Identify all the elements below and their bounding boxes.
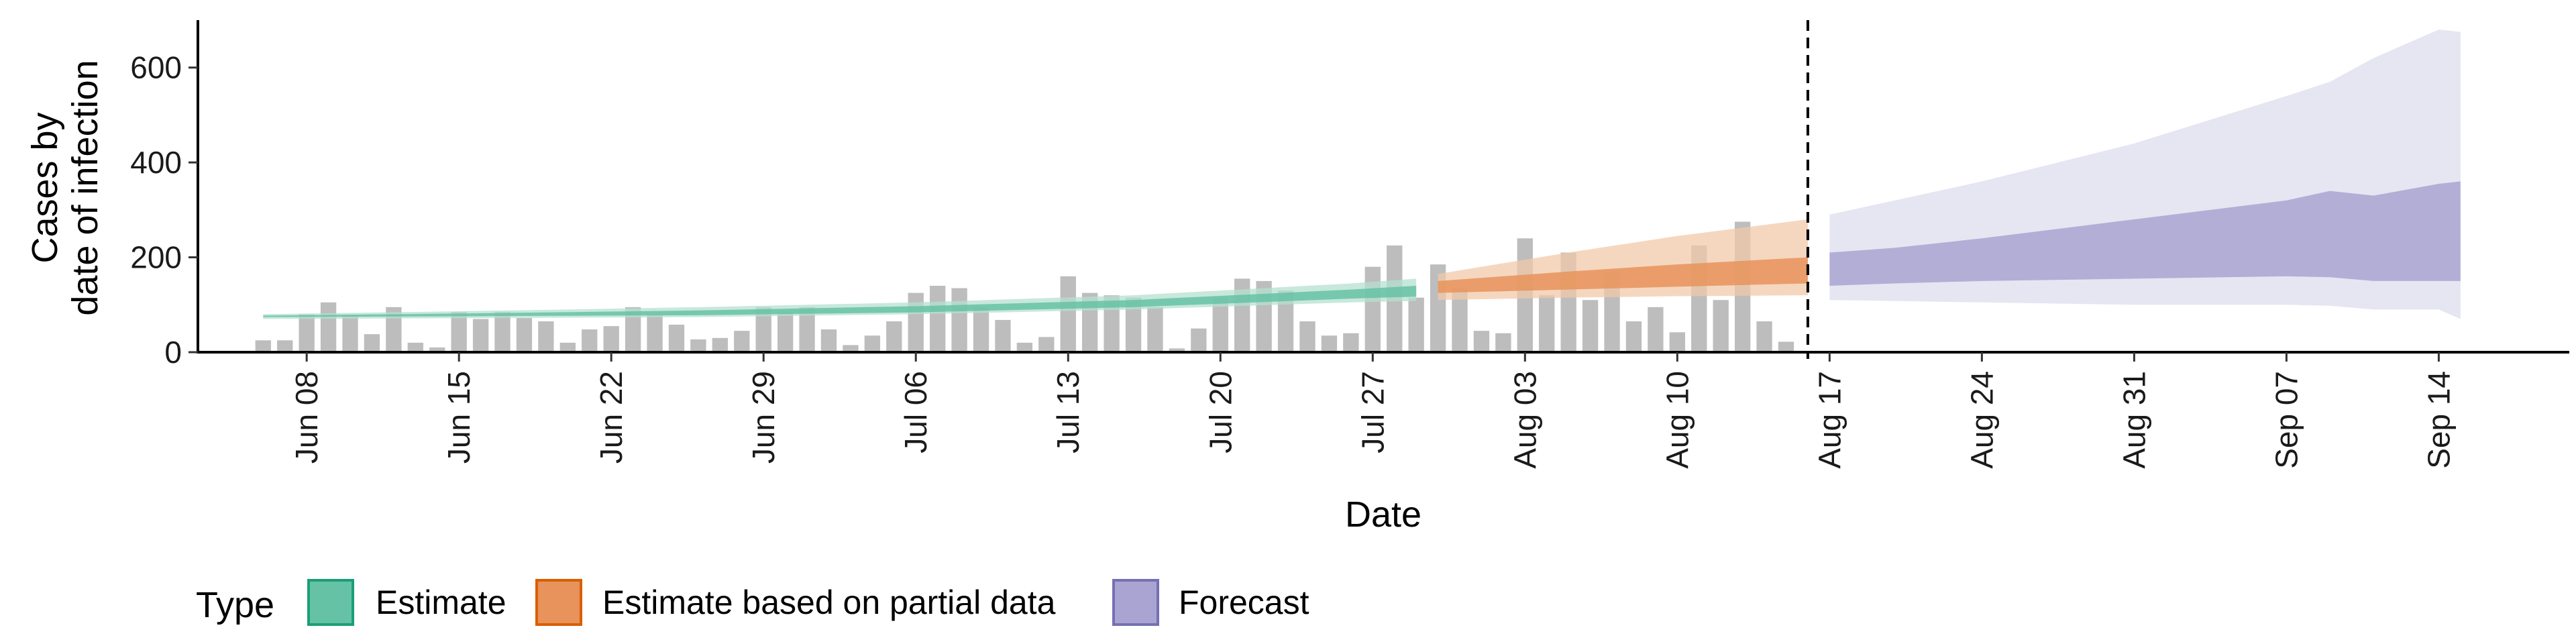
bar xyxy=(1038,337,1055,352)
estimate-outer-band xyxy=(263,278,1417,319)
bar xyxy=(929,286,946,352)
partial-inner-band xyxy=(1438,257,1808,293)
legend-label-0: Estimate xyxy=(376,584,506,621)
axes: 0 200 400 600 Jun 08 Jun 15 Jun 22 Jun 29 Jul 06… xyxy=(130,20,2569,469)
y-tick-label: 0 xyxy=(164,335,182,370)
bar xyxy=(255,340,271,352)
bar xyxy=(1495,333,1511,352)
bar xyxy=(1648,307,1664,352)
bar xyxy=(734,331,750,352)
bar xyxy=(1060,276,1076,352)
bar xyxy=(647,314,663,352)
bar xyxy=(1125,297,1142,352)
bar xyxy=(603,326,619,352)
x-tick-label: Aug 10 xyxy=(1660,371,1695,469)
x-tick-label: Jul 06 xyxy=(898,371,933,453)
bar xyxy=(1452,288,1468,352)
bar xyxy=(1147,307,1163,352)
bar xyxy=(668,324,685,352)
x-tick-label: Jul 20 xyxy=(1203,371,1238,453)
x-tick-label: Jun 15 xyxy=(441,371,476,464)
bar xyxy=(1343,333,1359,352)
bar xyxy=(364,334,380,352)
bar xyxy=(582,329,598,352)
bar xyxy=(472,319,489,352)
bar xyxy=(951,288,967,352)
x-tick-label: Sep 07 xyxy=(2269,371,2304,469)
y-axis-title: Cases by date of infection xyxy=(25,60,105,315)
bar xyxy=(777,311,794,352)
legend: Type Estimate Estimate based on partial d… xyxy=(196,579,1309,626)
bar xyxy=(1277,290,1294,352)
legend-swatch-0 xyxy=(307,579,354,626)
bar xyxy=(1364,266,1381,352)
bar xyxy=(886,321,902,352)
forecast-inner-band xyxy=(1829,181,2461,286)
bar xyxy=(1582,300,1599,352)
legend-label-1: Estimate based on partial data xyxy=(602,584,1056,621)
estimate-inner-band xyxy=(263,286,1417,317)
bar xyxy=(1473,331,1490,352)
bar xyxy=(843,345,859,352)
bar xyxy=(755,307,771,352)
bar xyxy=(1169,348,1185,352)
x-tick-label: Aug 17 xyxy=(1812,371,1847,469)
legend-swatch-2 xyxy=(1112,579,1159,626)
x-tick-label: Jun 22 xyxy=(594,371,629,464)
bar xyxy=(799,307,815,352)
bar xyxy=(1539,295,1555,352)
y-axis-title-line-2: date of infection xyxy=(65,60,105,315)
bar xyxy=(407,342,423,352)
x-axis-title: Date xyxy=(1345,494,1421,535)
bar xyxy=(1016,342,1033,352)
bar xyxy=(538,321,554,352)
bar xyxy=(908,292,924,352)
bar xyxy=(973,307,989,352)
bar xyxy=(1756,321,1772,352)
bar xyxy=(1713,300,1729,352)
bar xyxy=(625,307,641,352)
bar xyxy=(1408,297,1424,352)
x-tick-label: Sep 14 xyxy=(2421,371,2456,469)
plot-area xyxy=(255,20,2461,359)
bar xyxy=(1625,321,1642,352)
bar xyxy=(1212,297,1228,352)
x-tick-label: Aug 24 xyxy=(1964,371,1999,469)
bar xyxy=(1299,321,1316,352)
y-tick-label: 200 xyxy=(130,240,182,275)
bar xyxy=(1778,341,1794,352)
bar xyxy=(820,329,837,352)
bar xyxy=(559,342,576,352)
bar xyxy=(342,315,358,352)
x-tick-label: Jul 13 xyxy=(1051,371,1085,453)
bar xyxy=(1669,332,1685,352)
x-tick-label: Jun 29 xyxy=(746,371,781,464)
legend-label-2: Forecast xyxy=(1179,584,1309,621)
bar xyxy=(690,339,706,352)
x-tick-label: Jul 27 xyxy=(1355,371,1390,453)
legend-swatch-1 xyxy=(535,579,582,626)
bar xyxy=(712,337,729,352)
x-tick-label: Aug 03 xyxy=(1507,371,1542,469)
bar xyxy=(429,347,445,352)
bar xyxy=(1321,335,1338,352)
legend-title: Type xyxy=(196,585,274,625)
bar xyxy=(516,318,533,352)
y-tick-label: 600 xyxy=(130,50,182,85)
bar xyxy=(451,311,467,352)
x-tick-label: Jun 08 xyxy=(289,371,324,464)
x-tick-label: Aug 31 xyxy=(2116,371,2151,469)
bar xyxy=(277,340,293,352)
bar xyxy=(299,314,315,352)
bar xyxy=(995,319,1011,352)
y-tick-label: 400 xyxy=(130,145,182,180)
y-axis-title-line-1: Cases by xyxy=(25,112,65,263)
bar xyxy=(320,302,337,352)
bar xyxy=(864,335,881,352)
bar xyxy=(1191,328,1207,352)
bar xyxy=(494,311,511,352)
